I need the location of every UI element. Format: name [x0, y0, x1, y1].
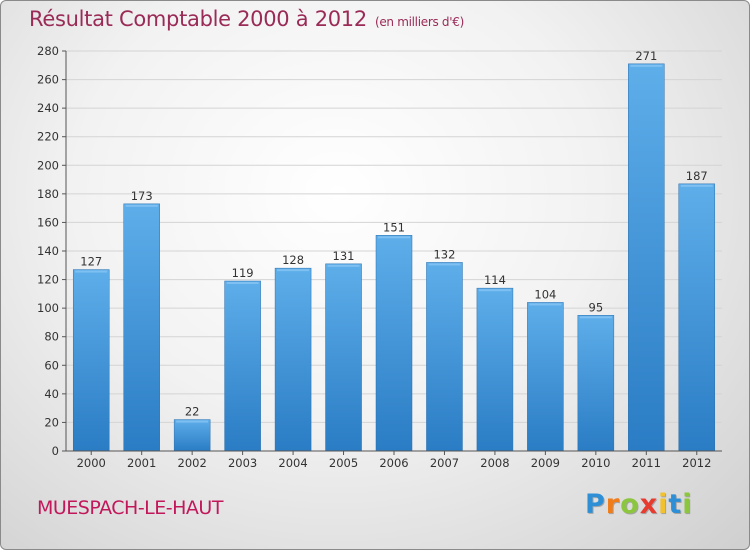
- y-tick-label: 220: [37, 130, 59, 144]
- x-axis: 2000 2001 2002 2003 2004 2005 2006 2007 2008 2009…: [66, 450, 722, 470]
- bar-highlight: [579, 316, 612, 319]
- logo-letter: P: [585, 489, 606, 520]
- bar-highlight: [378, 236, 410, 239]
- y-tick-label: 240: [37, 101, 59, 115]
- y-tick-label: 120: [37, 273, 59, 287]
- bar-highlight: [680, 184, 713, 187]
- x-tick-label-2012: 2012: [682, 456, 711, 470]
- x-tick-label-2002: 2002: [178, 456, 207, 470]
- y-tick-label: 40: [44, 387, 59, 401]
- bar-2004: [274, 267, 312, 452]
- bar-2000: [72, 269, 110, 452]
- x-tick-label-2011: 2011: [632, 456, 661, 470]
- data-label-2003: 119: [232, 266, 254, 280]
- y-axis: 0 20 40 60 80 100 120 140 160 180 200 220 240 260 280: [37, 44, 67, 458]
- logo-letter: i: [682, 489, 693, 520]
- bar-highlight: [428, 263, 461, 266]
- y-tick-label: 180: [37, 187, 59, 201]
- logo-letter: o: [620, 489, 640, 520]
- proxiti-logo: Proxiti: [585, 489, 693, 520]
- bar-highlight: [277, 269, 310, 272]
- y-tick-label: 260: [37, 73, 59, 87]
- y-tick-label: 100: [37, 301, 59, 315]
- bar-2010: [577, 315, 615, 452]
- bar-2003: [224, 280, 261, 452]
- data-label-2007: 132: [433, 247, 455, 261]
- bar-highlight: [75, 270, 108, 273]
- bar-2005: [325, 263, 362, 452]
- bar-2009: [527, 302, 564, 452]
- x-tick-label-2010: 2010: [581, 456, 610, 470]
- y-tick-label: 200: [37, 158, 59, 172]
- data-label-2006: 151: [383, 220, 405, 234]
- bar-2007: [426, 262, 463, 452]
- x-tick-label-2004: 2004: [278, 456, 307, 470]
- data-label-2008: 114: [484, 273, 506, 287]
- data-label-2010: 95: [589, 300, 604, 314]
- bar-highlight: [226, 282, 259, 284]
- y-tick-label: 280: [37, 44, 59, 58]
- data-label-2000: 127: [80, 255, 102, 269]
- y-tick-label: 0: [52, 444, 59, 458]
- y-tick-label: 20: [44, 415, 59, 429]
- bar-2011: [628, 63, 665, 452]
- bar-highlight: [125, 204, 158, 207]
- chart-subtitle: (en milliers d'€): [374, 15, 464, 29]
- y-tick-label: 160: [37, 215, 59, 229]
- bar-2012: [678, 183, 716, 452]
- data-label-2001: 173: [131, 189, 153, 203]
- data-label-2002: 22: [185, 405, 200, 419]
- bar-highlight: [478, 289, 511, 292]
- x-tick-label-2000: 2000: [77, 456, 106, 470]
- data-label-2011: 271: [635, 49, 657, 63]
- x-tick-label-2006: 2006: [379, 456, 408, 470]
- x-tick-label-2005: 2005: [329, 456, 358, 470]
- bar-highlight: [630, 64, 663, 67]
- y-tick-label: 140: [37, 244, 59, 258]
- chart-title: Résultat Comptable 2000 à 2012 (en millie…: [29, 7, 464, 31]
- x-tick-label-2001: 2001: [127, 456, 156, 470]
- bar-highlight: [327, 264, 360, 267]
- commune-name: MUESPACH-LE-HAUT: [37, 497, 223, 519]
- logo-letter: r: [605, 489, 621, 520]
- data-label-2005: 131: [333, 249, 355, 263]
- chart-title-main: Résultat Comptable 2000 à 2012: [29, 7, 367, 31]
- data-label-2012: 187: [686, 169, 708, 183]
- bar-highlight: [176, 420, 209, 423]
- x-tick-label-2009: 2009: [531, 456, 560, 470]
- logo-letter: i: [658, 489, 669, 520]
- data-label-2004: 128: [282, 253, 304, 267]
- bar-2001: [123, 203, 160, 452]
- bar-2006: [375, 235, 413, 452]
- bars: 127 173 22 119 128 131 151 132 114 104 95 271 187: [72, 49, 716, 452]
- y-tick-label: 60: [44, 358, 59, 372]
- x-tick-label-2008: 2008: [480, 456, 509, 470]
- bar-2002: [173, 419, 211, 452]
- logo-letter: x: [639, 489, 659, 520]
- logo-letter: t: [668, 489, 683, 520]
- data-label-2009: 104: [534, 287, 556, 301]
- x-tick-label-2007: 2007: [430, 456, 459, 470]
- bar-2008: [476, 287, 514, 452]
- y-tick-label: 80: [44, 330, 59, 344]
- x-tick-label-2003: 2003: [228, 456, 257, 470]
- bar-highlight: [529, 303, 562, 306]
